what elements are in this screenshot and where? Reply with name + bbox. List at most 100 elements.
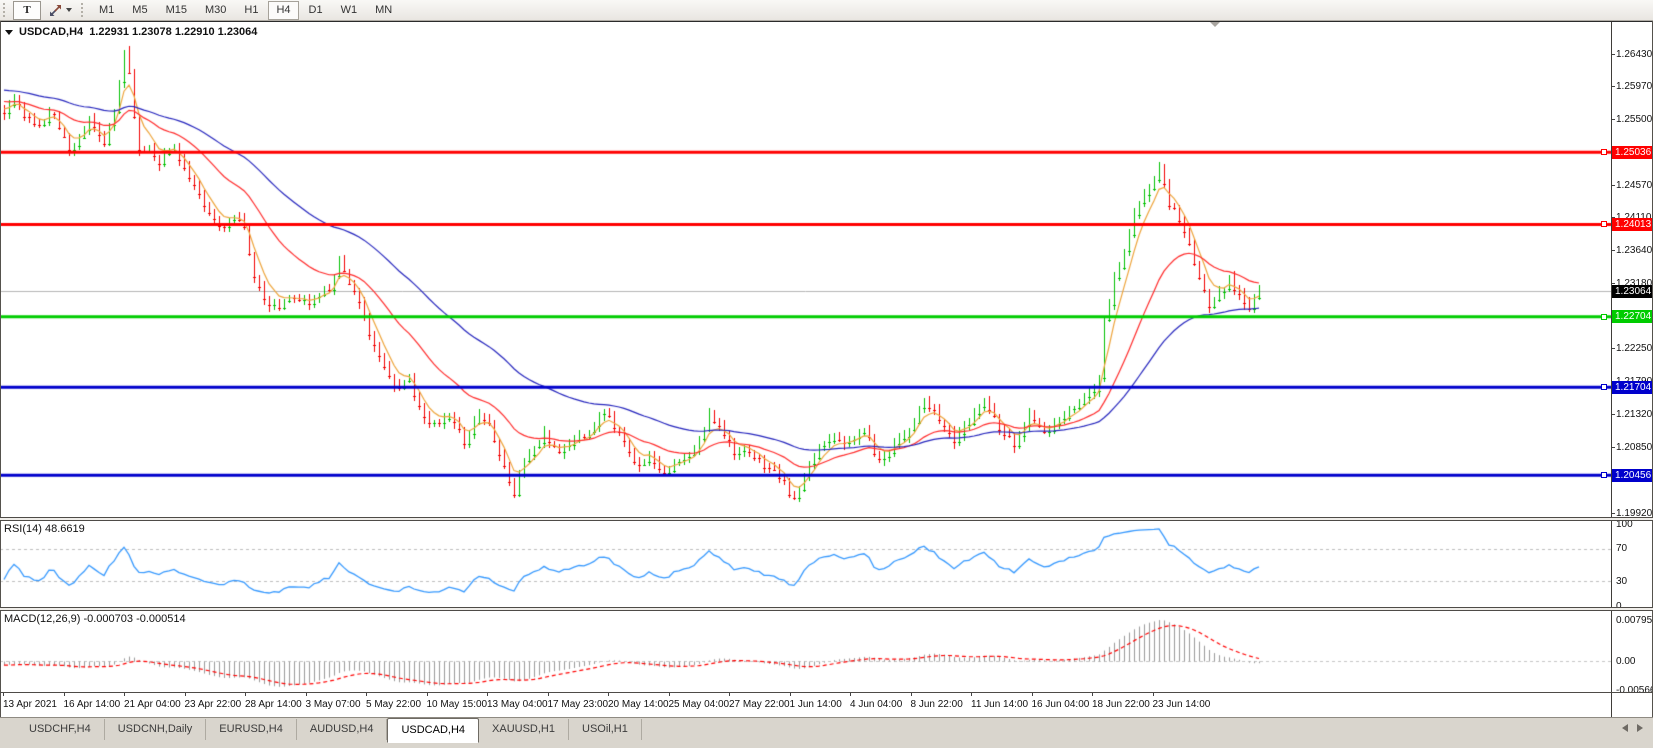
chart-tab-usdcad-h4[interactable]: USDCAD,H4 [387,718,480,743]
price-tick-label: 1.20850 [1616,441,1653,453]
time-tick-label: 23 Apr 22:00 [184,699,242,710]
time-tick-label: 23 Jun 14:00 [1152,699,1211,710]
macd-level-label: -0.005663 [1616,684,1653,696]
time-tick-mark [1152,692,1154,696]
time-tick-label: 11 Jun 14:00 [971,699,1029,710]
time-tick-mark [305,692,307,696]
price-tick-mark [1611,85,1615,87]
toolbar-grip [81,3,86,17]
price-line-tag[interactable]: 1.22704 [1612,310,1653,324]
time-tick-label: 25 May 04:00 [668,699,730,710]
timeframe-button-m5[interactable]: M5 [132,4,148,16]
time-tick-label: 5 May 22:00 [366,699,422,710]
time-tick-mark [245,692,246,696]
time-tick-label: 13 May 04:00 [487,699,548,710]
toolbar-grip [3,3,8,17]
tabs-scroll-right-icon[interactable] [1637,724,1643,732]
time-axis-border [0,692,1653,693]
time-tick-mark [789,692,791,696]
time-axis[interactable]: 13 Apr 2021 16 Apr 14:00 21 Apr 04:00 23 Ap… [0,692,1653,717]
toolbar: T M1 M5 M15 M30 H1 H4 D1 W1 MN [0,0,1653,21]
time-tick-mark [487,692,488,696]
chart-tab-audusd-h4[interactable]: AUDUSD,H4 [297,719,388,740]
timeframe-button-m15[interactable]: M15 [165,4,187,16]
price-tick-label: 1.24570 [1616,179,1653,191]
price-axis-separator [1611,22,1612,717]
price-line-handle[interactable] [1601,313,1607,320]
price-line-tag[interactable]: 1.24013 [1612,217,1653,231]
timeframe-button-mn[interactable]: MN [375,4,393,16]
time-tick-label: 16 Jun 04:00 [1031,699,1090,710]
window-border-left [0,21,1,717]
chart-tab-usdchf-h4[interactable]: USDCHF,H4 [16,719,105,740]
current-price-tag: 1.23064 [1612,284,1653,298]
rsi-level-label: 30 [1616,575,1628,587]
time-tick-mark [124,692,125,696]
time-tick-label: 16 Apr 14:00 [63,699,121,710]
tab-scroll-arrows [1622,724,1643,732]
chart-title-collapse-icon[interactable] [5,30,13,35]
time-tick-label: 1 Jun 14:00 [789,699,842,710]
timeframe-button-m1[interactable]: M1 [99,4,115,16]
price-tick-label: 1.21320 [1616,408,1653,420]
price-chart-canvas[interactable] [0,22,1611,517]
pane-splitter-macd[interactable] [0,607,1653,611]
price-tick-mark [1611,282,1615,284]
time-tick-label: 3 May 07:00 [305,699,361,710]
price-line-tag[interactable]: 1.21704 [1612,380,1653,394]
price-line-tag[interactable]: 1.20456 [1612,468,1653,482]
timeframe-button-h4[interactable]: H4 [268,0,299,20]
price-tick-mark [1611,446,1615,448]
timeframe-button-h1[interactable]: H1 [244,4,259,16]
time-tick-label: 27 May 22:00 [729,699,790,710]
dock-arrow-icon[interactable] [1210,22,1220,27]
timeframe-button-w1[interactable]: W1 [340,4,358,16]
chart-tab-eurusd-h4[interactable]: EURUSD,H4 [206,719,297,740]
price-tick-mark [1611,119,1615,121]
time-tick-mark [1031,692,1033,696]
text-tool-button[interactable]: T [13,0,41,20]
chart-window-top-border [0,21,1653,22]
price-tick-label: 1.25500 [1616,114,1653,126]
macd-pane-canvas[interactable] [0,611,1611,692]
rsi-pane-canvas[interactable] [0,521,1611,607]
chart-title: USDCAD,H4 1.22931 1.23078 1.22910 1.2306… [5,26,257,38]
price-line-handle[interactable] [1601,221,1607,228]
time-tick-mark [1092,692,1093,696]
time-tick-label: 4 Jun 04:00 [850,699,903,710]
price-tick-label: 1.25970 [1616,80,1653,92]
timeframe-button-d1[interactable]: D1 [308,4,323,16]
macd-label: MACD(12,26,9) -0.000703 -0.000514 [4,613,186,625]
chart-tab-usdcnh-daily[interactable]: USDCNH,Daily [105,719,207,740]
chart-tab-xauusd-h1[interactable]: XAUUSD,H1 [479,719,569,740]
rsi-level-label: 0 [1616,600,1622,612]
timeframe-button-m30[interactable]: M30 [204,4,227,16]
price-line-tag[interactable]: 1.25036 [1612,145,1653,159]
price-tick-label: 1.22250 [1616,343,1653,355]
chart-tab-usoil-h1[interactable]: USOil,H1 [569,719,642,740]
price-tick-mark [1611,53,1615,55]
time-tick-mark [366,692,367,696]
price-tick-label: 1.19920 [1616,507,1653,519]
time-tick-mark [729,692,730,696]
price-tick-mark [1611,250,1615,252]
price-tick-mark [1611,413,1615,415]
price-line-handle[interactable] [1601,384,1607,391]
pane-splitter-rsi[interactable] [0,517,1653,521]
arrows-tool-button[interactable] [43,1,77,20]
diagonal-arrows-icon [50,4,61,16]
price-line-handle[interactable] [1601,472,1607,479]
price-tick-mark [1611,217,1615,219]
price-line-handle[interactable] [1601,149,1607,156]
price-tick-label: 1.26430 [1616,48,1653,60]
time-tick-mark [850,692,851,696]
time-tick-mark [426,692,428,696]
time-tick-mark [3,692,4,696]
time-tick-mark [668,692,670,696]
time-tick-label: 17 May 23:00 [547,699,609,710]
time-tick-label: 28 Apr 14:00 [245,699,302,710]
time-tick-mark [63,692,65,696]
time-tick-mark [184,692,186,696]
tabs-scroll-left-icon[interactable] [1622,724,1628,732]
chart-symbol: USDCAD,H4 [19,26,84,38]
